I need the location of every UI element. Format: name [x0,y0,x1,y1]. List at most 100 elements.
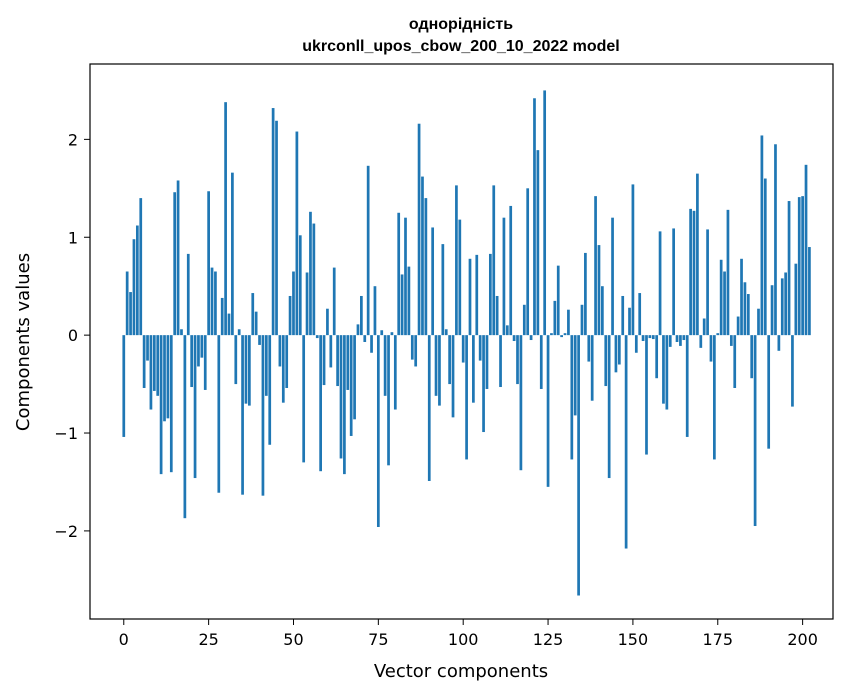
bar-20 [190,335,194,388]
bar-144 [611,217,614,336]
bar-11 [159,335,163,475]
bar-201 [804,164,808,336]
bar-189 [763,178,767,336]
bar-72 [366,165,370,336]
bar-23 [200,335,204,358]
bar-54 [305,272,309,336]
bar-85 [410,335,414,360]
bar-78 [387,335,390,466]
bar-95 [444,329,448,336]
bar-71 [363,335,367,342]
x-tick-label-50: 50 [283,630,303,649]
bar-156 [651,335,655,340]
bar-190 [767,335,771,449]
bar-121 [533,98,536,336]
bar-37 [248,335,251,406]
bar-184 [746,294,750,336]
bar-13 [166,335,170,419]
bar-40 [258,335,261,345]
bar-102 [468,258,472,336]
chart-subtitle: ukrconll_upos_cbow_200_10_2022 model [302,38,619,55]
bar-41 [261,335,265,496]
bar-60 [326,308,329,336]
y-axis-label: Components values [13,253,34,431]
bar-93 [438,335,441,406]
bar-162 [672,228,675,336]
bar-65 [343,335,346,475]
bar-177 [723,271,726,336]
bar-73 [370,335,373,353]
bar-83 [404,217,407,336]
bar-168 [692,210,696,336]
x-tick-label-75: 75 [368,630,388,649]
bar-143 [607,335,611,479]
x-tick-label-200: 200 [787,630,818,649]
bar-154 [645,335,648,455]
y-tick-label-2: 2 [68,130,78,149]
bar-63 [336,335,339,387]
bar-9 [152,335,156,391]
bar-158 [658,231,662,336]
x-tick-label-0: 0 [119,630,129,649]
bar-4 [135,225,139,336]
bar-16 [176,180,180,336]
bar-197 [791,335,794,407]
bar-195 [784,272,788,336]
bar-7 [146,335,149,361]
bar-165 [682,335,686,341]
bar-163 [675,335,679,342]
bar-74 [373,286,377,336]
bar-115 [512,335,516,342]
bar-196 [787,201,791,336]
bar-26 [210,267,214,336]
bar-171 [702,318,706,336]
bar-47 [281,335,285,403]
bar-58 [319,335,322,472]
bar-137 [587,335,591,362]
bar-193 [777,335,781,351]
bar-127 [553,300,557,336]
bar-123 [539,335,543,389]
x-tick-label-150: 150 [618,630,649,649]
bar-141 [601,286,604,336]
bar-109 [492,185,496,336]
y-tick-label--1: −1 [54,424,78,443]
bar-98 [455,185,458,336]
bar-103 [472,335,475,403]
x-tick-label-25: 25 [198,630,218,649]
bar-88 [421,176,424,336]
bar-99 [458,219,462,336]
bar-51 [295,131,299,336]
bar-188 [760,135,764,336]
bar-148 [624,335,628,549]
bar-90 [427,335,431,481]
x-axis-ticks: 0 25 50 75 100 125 150 175 200 [119,619,818,649]
bar-82 [400,274,404,336]
bar-2 [129,292,132,336]
bar-147 [621,295,625,336]
bar-200 [801,196,804,336]
bar-68 [353,335,356,420]
bar-181 [736,316,740,336]
bar-178 [726,209,730,336]
bar-6 [142,335,146,388]
bar-174 [713,335,716,460]
bar-198 [794,263,798,336]
bar-202 [808,247,811,336]
bar-48 [285,335,289,388]
bar-170 [699,335,703,348]
bar-35 [241,335,244,495]
bar-157 [655,335,659,379]
bar-79 [390,332,394,336]
plot-frame [89,63,834,620]
bar-86 [414,335,418,367]
bar-142 [604,335,608,387]
bar-25 [207,191,210,336]
bar-34 [237,329,241,336]
bar-5 [139,198,143,336]
bar-22 [197,335,200,367]
bar-180 [733,335,737,388]
bar-43 [268,335,272,445]
bar-108 [488,253,492,336]
bar-172 [706,229,709,336]
